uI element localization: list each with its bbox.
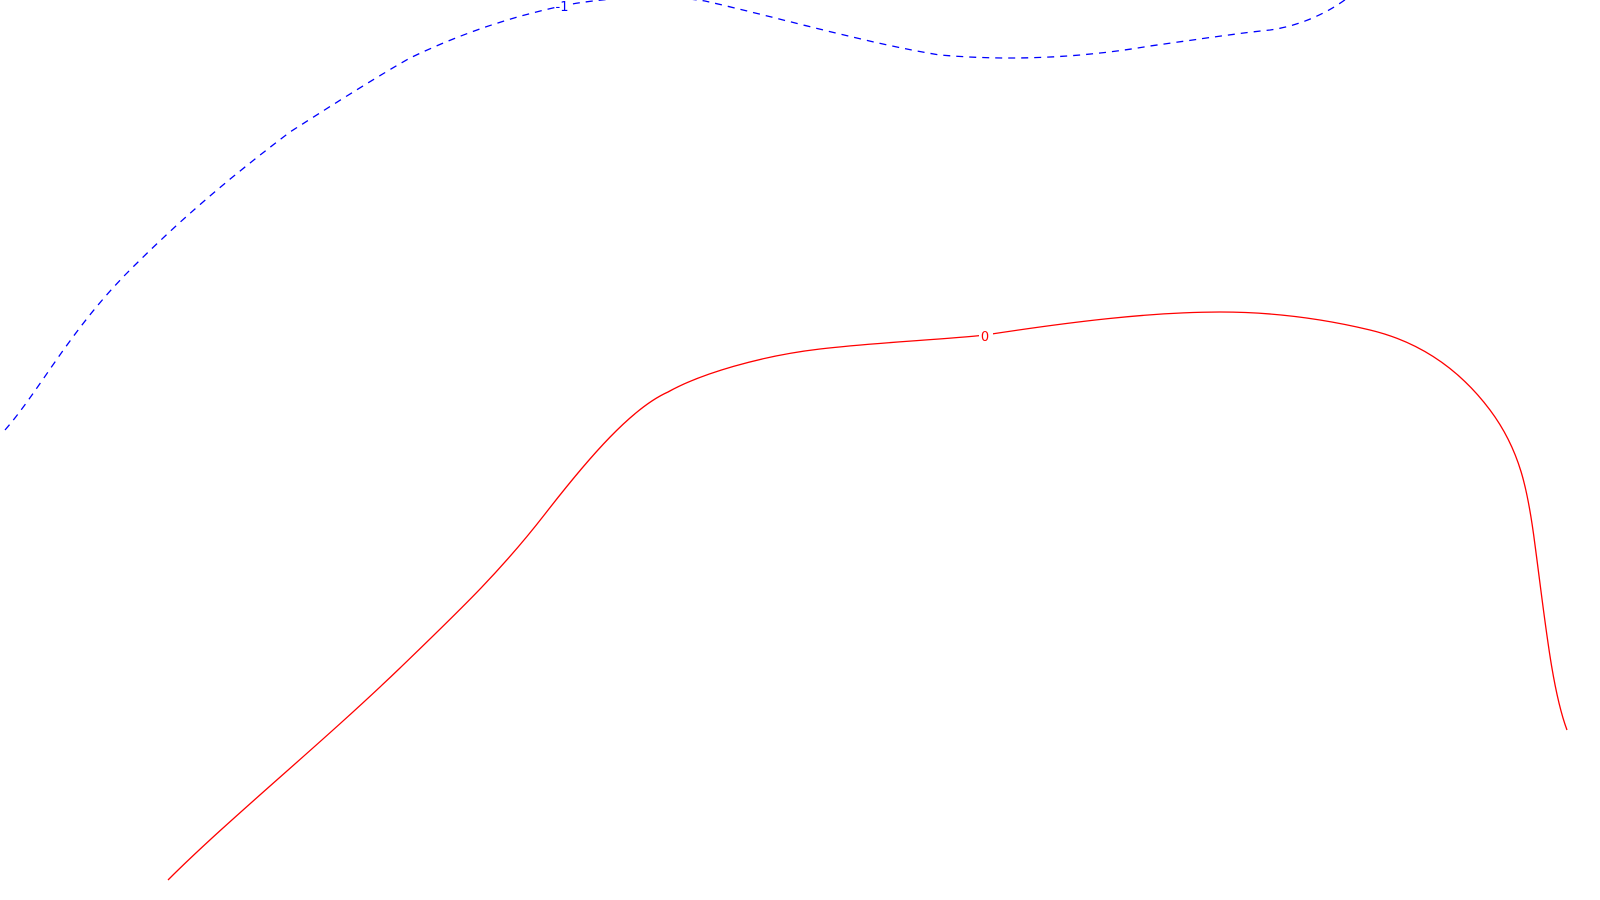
contour-label-level-neg1: -1 <box>556 0 569 15</box>
contour-layer: -1 0 <box>4 0 1568 881</box>
contour-label-background <box>556 0 570 12</box>
contour-label-level-0: 0 <box>981 330 989 345</box>
contour-label-background <box>979 330 993 342</box>
contour-line-level-0 <box>167 311 1568 881</box>
